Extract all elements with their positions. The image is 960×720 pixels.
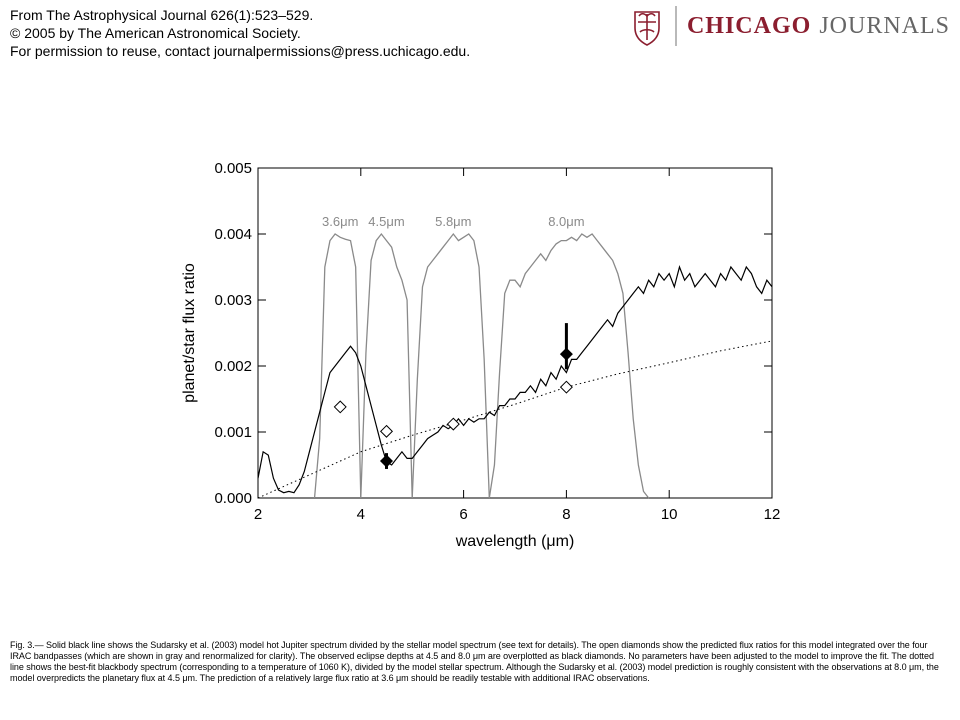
y-tick-label-1: 0.001 (214, 424, 252, 441)
x-tick-label-4: 10 (661, 506, 678, 523)
observed-diamond-1 (559, 347, 573, 361)
logo-text: CHICAGO JOURNALS (687, 13, 950, 40)
x-tick-label-1: 4 (357, 506, 365, 523)
figure-caption: Fig. 3.— Solid black line shows the Suda… (10, 640, 939, 683)
chart-background (176, 160, 788, 560)
y-tick-label-0: 0.000 (214, 490, 252, 507)
copyright-line: © 2005 by The American Astronomical Soci… (10, 25, 301, 41)
predicted-diamond-0 (333, 400, 347, 414)
band-label-0: 3.6μm (322, 214, 358, 229)
chart-container: 2 4 6 8 10 12 0.000 0.001 0.002 0.003 0.004 0.005 wa… (176, 160, 788, 560)
university-seal-icon (634, 11, 660, 46)
x-tick-label-3: 8 (562, 506, 570, 523)
chicago-journals-logo: CHICAGO JOURNALS (629, 4, 950, 48)
header-text: From The Astrophysical Journal 626(1):52… (10, 6, 470, 60)
band-series-4 (411, 232, 490, 499)
x-tick-label-5: 12 (764, 506, 781, 523)
band-label-2: 5.8μm (435, 214, 471, 229)
model-series (257, 265, 773, 494)
logo-text-primary: CHICAGO (686, 12, 812, 39)
x-tick-label-0: 2 (254, 506, 262, 523)
x-tick-label-2: 6 (459, 506, 467, 523)
band-label-3: 8.0μm (548, 214, 584, 229)
band-label-1: 4.5μm (368, 214, 404, 229)
logo-text-secondary: JOURNALS (819, 12, 950, 39)
observed-diamond-0 (379, 454, 394, 468)
logo-divider (674, 6, 677, 46)
y-tick-label-5: 0.005 (214, 160, 252, 177)
y-tick-label-4: 0.004 (214, 226, 252, 243)
predicted-diamond-1 (379, 424, 394, 438)
y-axis-label: planet/star flux ratio (181, 263, 198, 403)
source-line: From The Astrophysical Journal 626(1):52… (10, 7, 314, 23)
flux-ratio-chart: 2 4 6 8 10 12 0.000 0.001 0.002 0.003 0.004 0.005 wa… (176, 160, 788, 560)
predicted-diamond-2 (446, 417, 460, 431)
y-tick-label-2: 0.002 (214, 358, 252, 375)
permission-line: For permission to reuse, contact journal… (10, 43, 471, 59)
plot-frame (257, 167, 773, 499)
band-series-5 (488, 233, 650, 499)
x-axis-label: wavelength (μm) (455, 533, 575, 550)
predicted-diamond-3 (559, 380, 573, 394)
band-series-2 (313, 233, 362, 499)
y-tick-label-3: 0.003 (214, 292, 252, 309)
band-series-3 (360, 232, 413, 499)
